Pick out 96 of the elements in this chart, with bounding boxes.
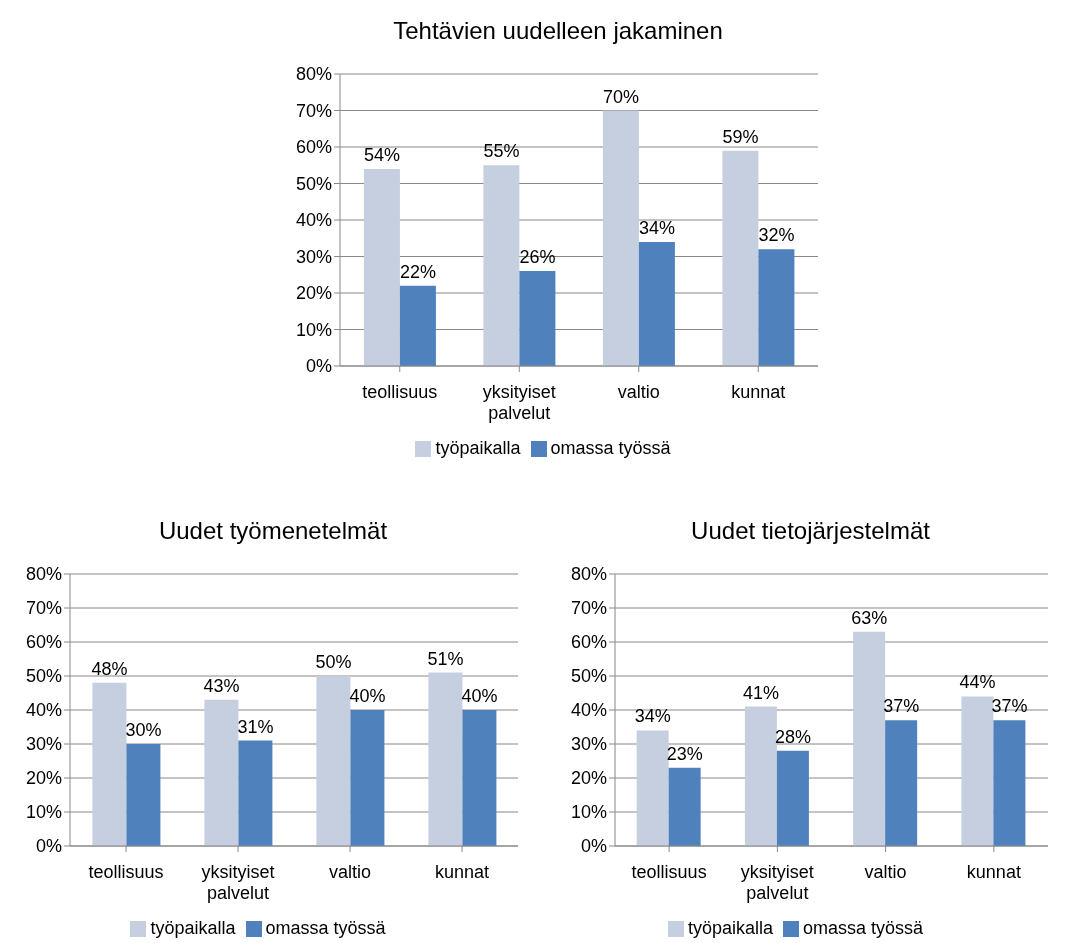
bar — [744, 706, 777, 846]
chart-title: Uudet tietojärjestelmät — [690, 516, 931, 546]
x-tick-label: kunnat — [434, 862, 490, 883]
bar — [238, 740, 273, 846]
data-label: 40% — [349, 686, 386, 706]
data-label: 26% — [519, 247, 556, 268]
x-tick-label: teollisuus — [88, 862, 164, 883]
y-tick-label: 60% — [25, 632, 62, 653]
legend-label: työpaikalla — [150, 918, 236, 938]
legend-label: työpaikalla — [687, 918, 773, 938]
y-tick-label: 30% — [295, 246, 332, 267]
y-tick-label: 60% — [570, 632, 607, 653]
x-tick-label: kunnat — [966, 862, 1021, 883]
data-label: 55% — [483, 141, 520, 162]
y-tick-label: 40% — [570, 700, 607, 721]
bar — [399, 285, 436, 366]
x-tick-label: valtio — [328, 862, 372, 883]
data-label: 63% — [851, 607, 888, 628]
y-tick-label: 0% — [305, 356, 332, 377]
legend-label: omassa työssä — [550, 438, 671, 458]
x-tick-label: valtio — [617, 382, 660, 403]
bar — [668, 767, 701, 846]
chart-title: Uudet työmenetelmät — [157, 516, 389, 546]
bar — [519, 271, 556, 366]
y-tick-label: 50% — [295, 173, 332, 194]
y-tick-label: 50% — [570, 666, 607, 687]
x-tick-label: teollisuus — [631, 862, 707, 883]
bar — [885, 720, 918, 846]
data-label: 70% — [602, 86, 639, 107]
y-tick-label: 10% — [570, 802, 607, 823]
bar — [363, 168, 400, 366]
y-tick-label: 60% — [295, 137, 332, 158]
bar — [462, 710, 497, 846]
data-label: 41% — [742, 682, 779, 703]
y-tick-label: 70% — [25, 598, 62, 619]
data-label: 51% — [427, 648, 464, 669]
data-label: 31% — [237, 716, 274, 737]
data-label: 44% — [959, 672, 996, 693]
bar — [350, 710, 385, 846]
x-tick-label: valtio — [864, 862, 907, 883]
bar — [483, 165, 520, 366]
y-tick-label: 50% — [25, 666, 62, 687]
bar — [722, 150, 759, 366]
bar — [758, 249, 795, 366]
x-tick-label: yksityiset palvelut — [482, 382, 556, 423]
data-label: 37% — [991, 696, 1028, 717]
data-label: 40% — [461, 686, 498, 706]
y-tick-label: 20% — [295, 283, 332, 304]
data-label: 48% — [91, 658, 128, 679]
y-tick-label: 70% — [295, 100, 332, 121]
y-tick-label: 80% — [295, 64, 332, 85]
y-tick-label: 30% — [570, 734, 607, 755]
bar — [853, 631, 886, 846]
data-label: 59% — [722, 126, 759, 147]
y-tick-label: 20% — [570, 768, 607, 789]
y-tick-label: 30% — [25, 734, 62, 755]
bar — [126, 744, 161, 846]
y-tick-label: 0% — [35, 836, 62, 857]
y-tick-label: 0% — [580, 836, 607, 857]
legend-label: työpaikalla — [435, 438, 521, 458]
bar — [428, 672, 463, 846]
x-tick-label: teollisuus — [362, 382, 438, 403]
y-tick-label: 10% — [25, 802, 62, 823]
y-tick-label: 70% — [570, 598, 607, 619]
data-label: 30% — [125, 720, 162, 740]
data-label: 32% — [758, 225, 795, 246]
bar — [204, 699, 239, 846]
bar — [776, 750, 809, 846]
y-tick-label: 80% — [570, 564, 607, 585]
data-label: 54% — [363, 144, 400, 165]
legend-label: omassa työssä — [803, 918, 924, 938]
bar — [636, 730, 669, 846]
x-tick-label: yksityiset palvelut — [740, 862, 814, 903]
data-label: 28% — [774, 726, 811, 747]
data-label: 34% — [634, 706, 671, 727]
y-tick-label: 40% — [295, 210, 332, 231]
y-tick-label: 80% — [25, 564, 62, 585]
data-label: 23% — [666, 743, 703, 764]
x-tick-label: kunnat — [731, 382, 786, 403]
y-tick-label: 40% — [25, 700, 62, 721]
bar — [92, 682, 127, 846]
bar — [993, 720, 1026, 846]
data-label: 37% — [883, 696, 920, 717]
x-tick-label: yksityiset palvelut — [201, 862, 275, 903]
data-label: 22% — [399, 261, 436, 282]
y-tick-label: 20% — [25, 768, 62, 789]
legend-label: omassa työssä — [265, 918, 386, 938]
data-label: 43% — [203, 675, 240, 696]
chart-title: Tehtävien uudelleen jakaminen — [392, 16, 724, 46]
data-label: 50% — [315, 652, 352, 672]
bar — [638, 241, 675, 366]
bar — [316, 676, 351, 846]
data-label: 34% — [638, 217, 675, 238]
y-tick-label: 10% — [295, 319, 332, 340]
bar — [602, 110, 639, 366]
bar — [961, 696, 994, 846]
